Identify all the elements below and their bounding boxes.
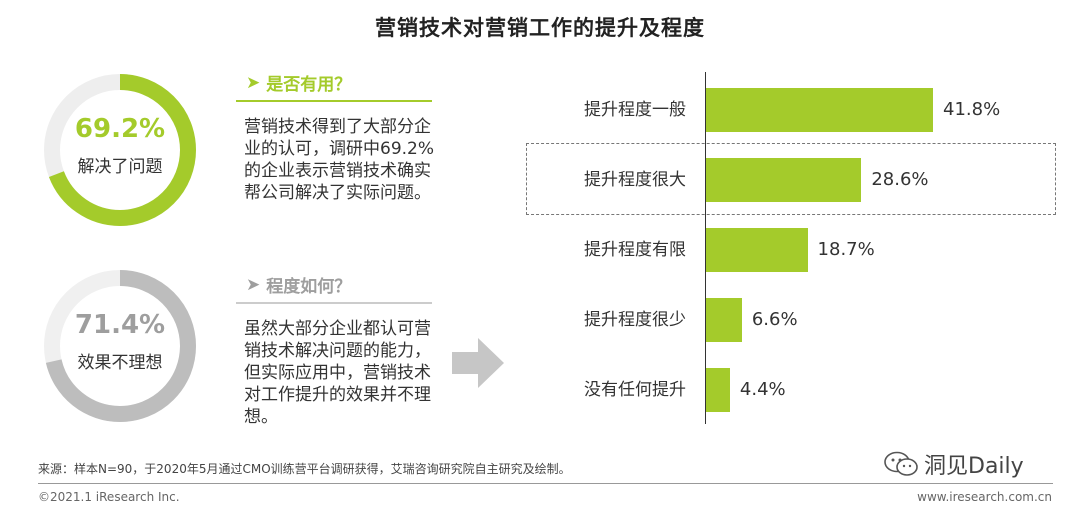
chevron-right-icon: ➤	[246, 274, 261, 295]
highlight-box	[526, 143, 1056, 215]
bar	[706, 368, 730, 412]
bar-category-label: 没有任何提升	[584, 380, 686, 400]
donut-value-arc	[44, 74, 196, 226]
bar-value-label: 41.8%	[943, 99, 1001, 120]
y-axis-line	[705, 72, 706, 424]
wechat-icon	[884, 451, 918, 476]
watermark: 洞见Daily	[884, 448, 1024, 480]
donut-value-label: 71.4%	[74, 310, 166, 340]
copyright: ©2021.1 iResearch Inc.	[38, 490, 180, 504]
source-note: 来源：样本N=90，于2020年5月通过CMO训练营平台调研获得，艾瑞咨询研究院…	[38, 462, 571, 476]
donut-value-label: 69.2%	[74, 114, 166, 144]
panel-body-degree: 虽然大部分企业都认可营销技术解决问题的能力，但实际应用中，营销技术对工作提升的效…	[244, 319, 431, 427]
panel-heading-text: 是否有用？	[266, 75, 352, 95]
bar-category-label: 提升程度很大	[584, 170, 686, 190]
footer-divider	[38, 483, 1053, 484]
panel-divider	[236, 100, 432, 102]
panel-heading-degree: ➤ 程度如何？	[246, 272, 352, 298]
donut-caption: 效果不理想	[77, 353, 163, 373]
panel-body-useful: 营销技术得到了大部分企业的认可，调研中69.2%的企业表示营销技术确实帮公司解决…	[244, 117, 435, 203]
donut-chart-solved	[44, 74, 196, 226]
panel-divider	[236, 302, 432, 304]
panel-heading-text: 程度如何？	[266, 277, 352, 297]
bar	[706, 88, 933, 132]
donut-caption: 解决了问题	[77, 157, 163, 177]
bar-category-label: 提升程度有限	[584, 240, 686, 260]
bar-value-label: 18.7%	[817, 239, 875, 260]
bar-value-label: 6.6%	[751, 309, 798, 330]
bar	[706, 228, 808, 272]
arrow-right-icon	[452, 338, 504, 388]
donut-chart-unsatisfied	[44, 270, 196, 422]
watermark-text: 洞见Daily	[924, 454, 1024, 479]
bar-value-label: 4.4%	[739, 379, 786, 400]
bar-value-label: 28.6%	[871, 169, 929, 190]
panel-heading-useful: ➤ 是否有用？	[246, 70, 352, 96]
bar-category-label: 提升程度很少	[584, 310, 686, 330]
donut-value-arc	[44, 270, 196, 422]
bar	[706, 298, 742, 342]
chevron-right-icon: ➤	[246, 72, 261, 93]
chart-title: 营销技术对营销工作的提升及程度	[375, 16, 705, 40]
bar	[706, 158, 862, 202]
bar-category-label: 提升程度一般	[584, 100, 686, 120]
website-url: www.iresearch.com.cn	[917, 490, 1052, 504]
